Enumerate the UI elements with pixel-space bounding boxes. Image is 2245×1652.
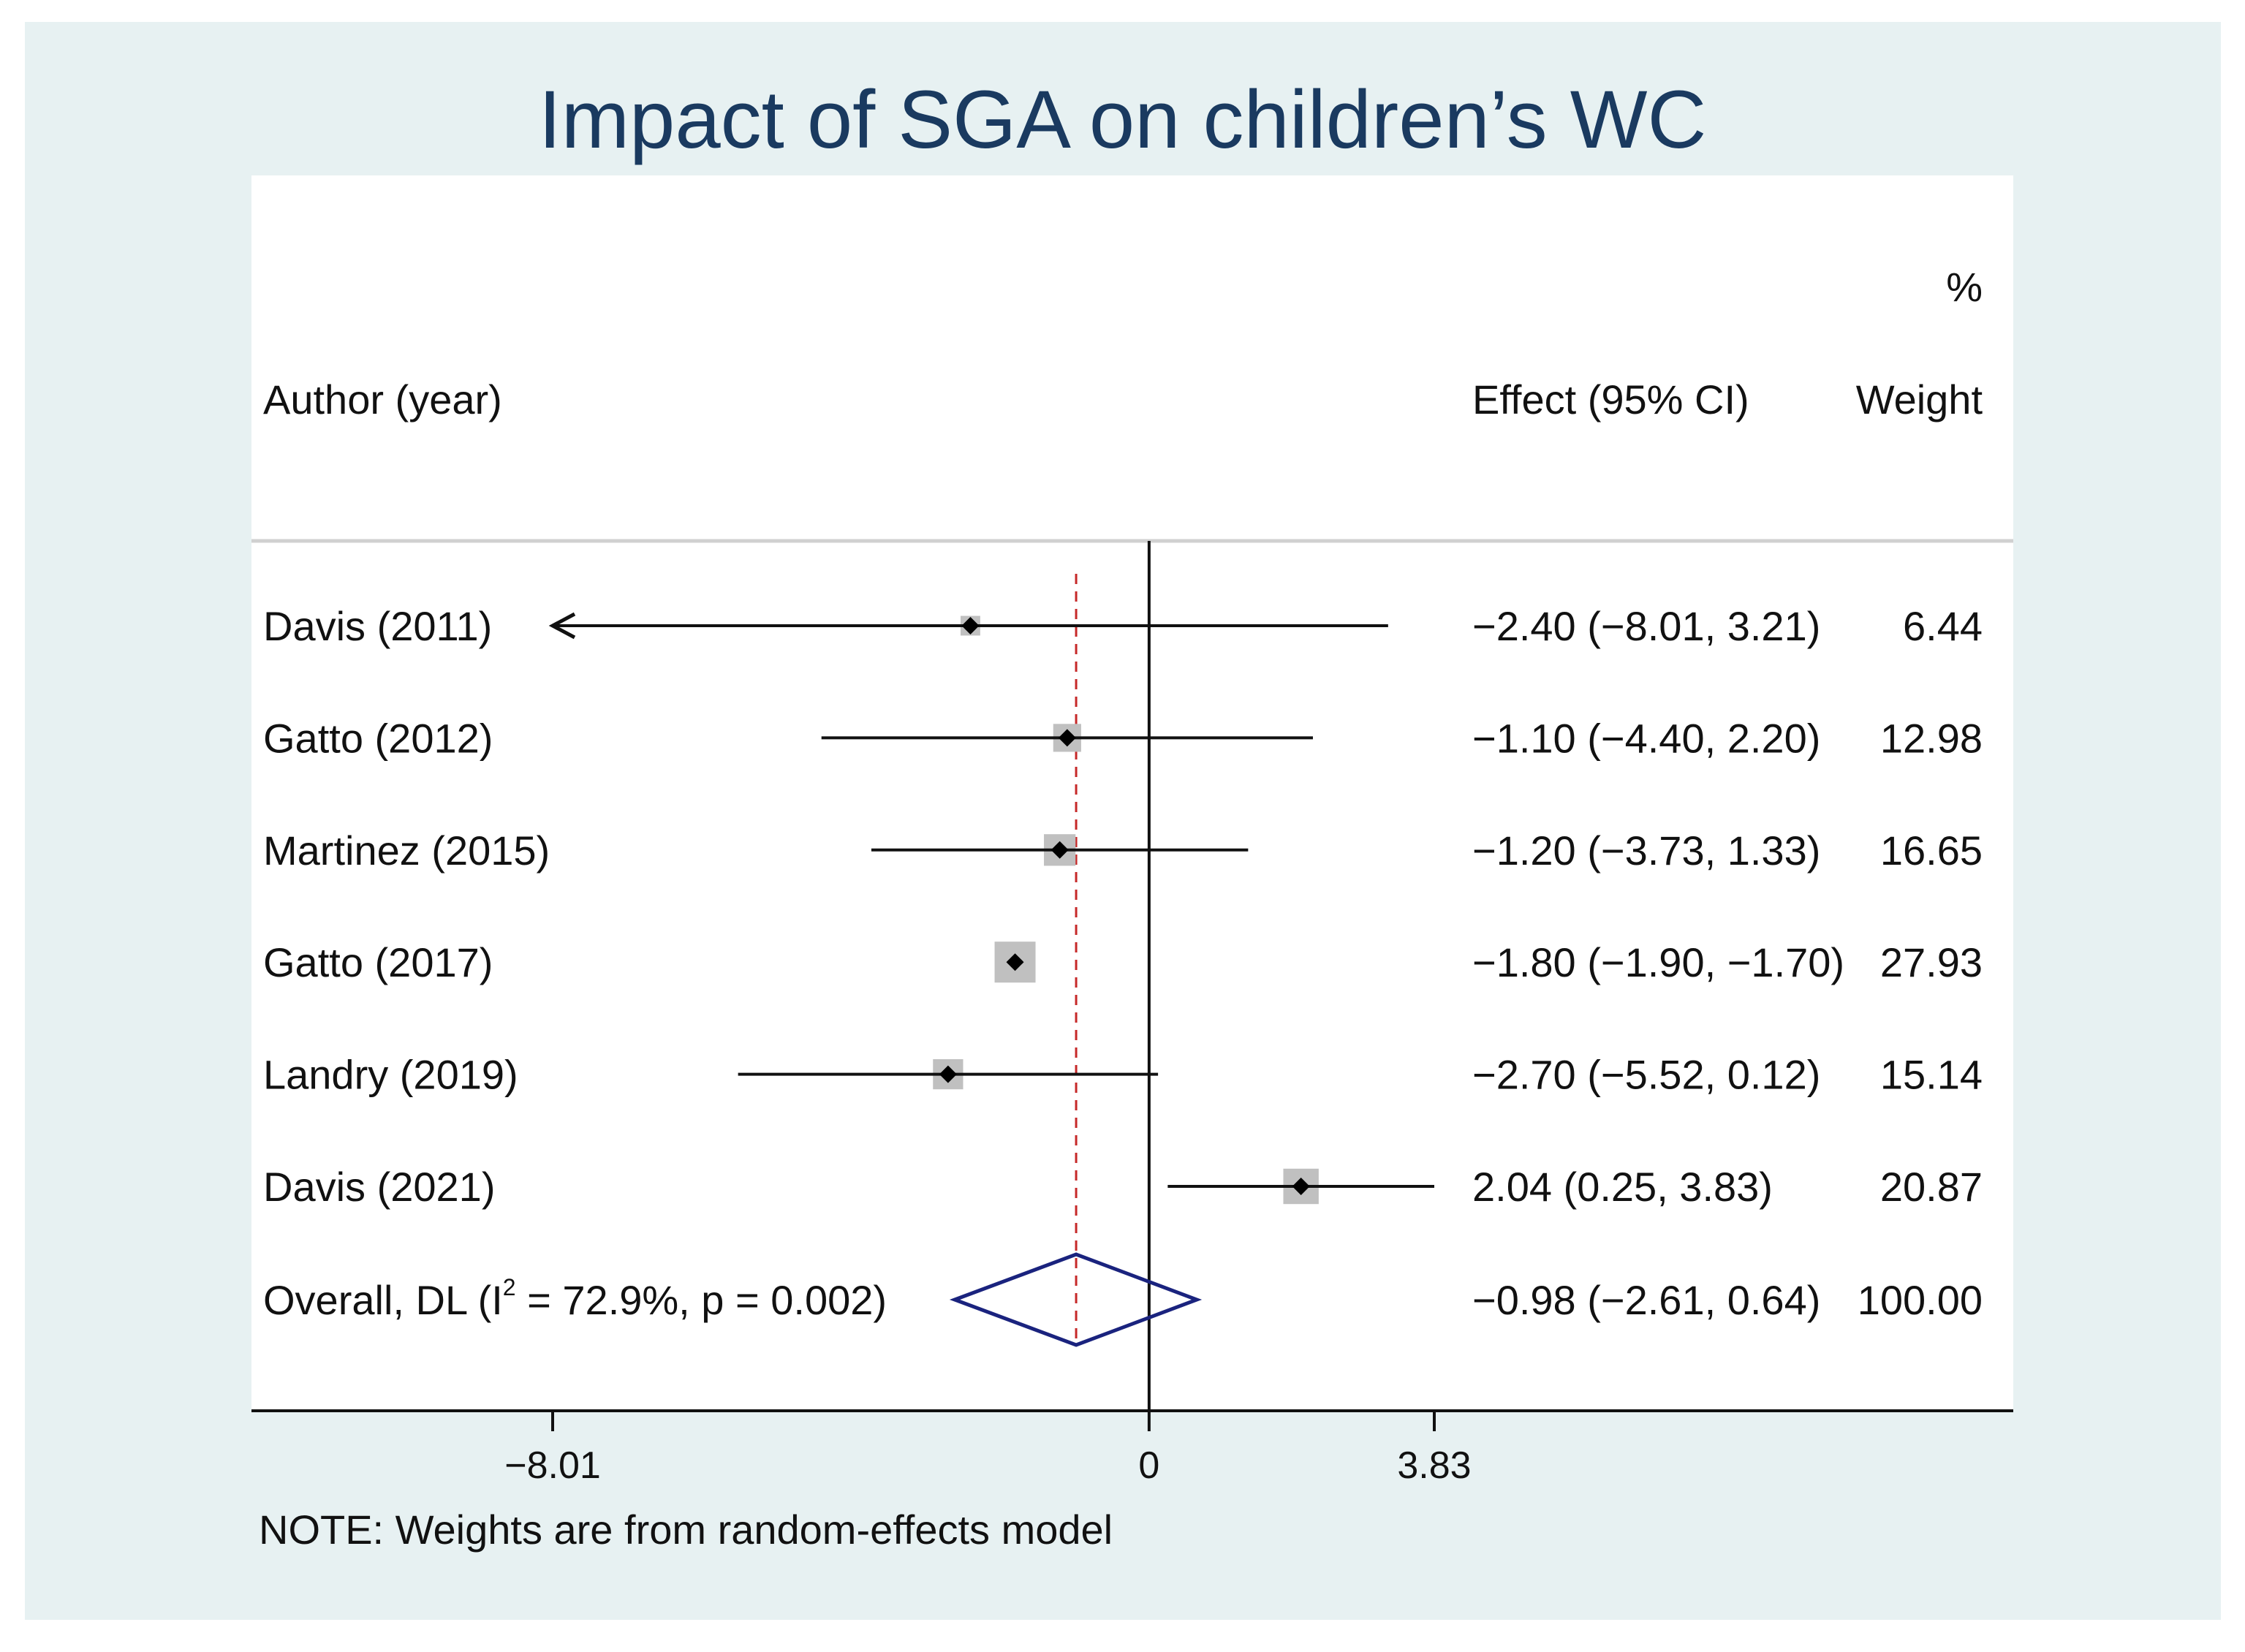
note-text: NOTE: Weights are from random-effects mo… bbox=[259, 1507, 1113, 1553]
chart-title: Impact of SGA on children’s WC bbox=[538, 74, 1707, 165]
study-row: Martinez (2015) −1.20 (−3.73, 1.33) 16.65 bbox=[263, 827, 1983, 874]
x-tick-label: 0 bbox=[1138, 1444, 1159, 1487]
study-row: Landry (2019) −2.70 (−5.52, 0.12) 15.14 bbox=[263, 1052, 1983, 1098]
weight-text: 15.14 bbox=[1880, 1052, 1983, 1098]
effect-ci-text: 2.04 (0.25, 3.83) bbox=[1472, 1164, 1773, 1210]
effect-ci-text: −1.10 (−4.40, 2.20) bbox=[1472, 715, 1820, 761]
point-estimate bbox=[1050, 841, 1069, 859]
study-row: Gatto (2012) −1.10 (−4.40, 2.20) 12.98 bbox=[263, 715, 1983, 761]
x-tick-label: 3.83 bbox=[1397, 1444, 1471, 1487]
plot-region bbox=[251, 175, 2013, 1411]
header-weight-pct: % bbox=[1946, 264, 1983, 310]
study-label: Landry (2019) bbox=[263, 1052, 518, 1098]
point-estimate bbox=[939, 1065, 957, 1083]
study-label: Gatto (2012) bbox=[263, 715, 493, 761]
study-rows: Davis (2011) −2.40 (−8.01, 3.21) 6.44 Gatto… bbox=[263, 603, 1983, 1210]
study-label: Martinez (2015) bbox=[263, 827, 550, 874]
overall-row: Overall, DL (I2 = 72.9%, p = 0.002) −0.9… bbox=[263, 1252, 1983, 1347]
header-effect: Effect (95% CI) bbox=[1472, 376, 1749, 423]
header-study: Author (year) bbox=[263, 376, 502, 423]
study-row: Davis (2011) −2.40 (−8.01, 3.21) 6.44 bbox=[263, 603, 1983, 649]
weight-text: 27.93 bbox=[1880, 939, 1983, 985]
effect-ci-text: −2.40 (−8.01, 3.21) bbox=[1472, 603, 1820, 649]
ci-arrow bbox=[548, 612, 576, 640]
weight-text: 16.65 bbox=[1880, 827, 1983, 874]
x-tick-label: −8.01 bbox=[504, 1444, 601, 1487]
overall-label-suffix: = 72.9%, p = 0.002) bbox=[516, 1277, 887, 1323]
header-weight: Weight bbox=[1856, 376, 1983, 423]
weight-text: 20.87 bbox=[1880, 1164, 1983, 1210]
overall-label: Overall, DL (I2 = 72.9%, p = 0.002) bbox=[263, 1274, 887, 1323]
overall-weight-text: 100.00 bbox=[1858, 1277, 1983, 1323]
effect-ci-text: −1.80 (−1.90, −1.70) bbox=[1472, 939, 1844, 985]
overall-diamond bbox=[949, 1252, 1203, 1347]
point-estimate bbox=[1058, 729, 1076, 747]
overall-label-sup: 2 bbox=[503, 1274, 516, 1300]
study-label: Davis (2021) bbox=[263, 1164, 495, 1210]
effect-ci-text: −1.20 (−3.73, 1.33) bbox=[1472, 827, 1820, 874]
weight-text: 6.44 bbox=[1903, 603, 1983, 649]
study-label: Davis (2011) bbox=[263, 603, 492, 649]
point-estimate bbox=[1006, 953, 1024, 971]
study-row: Gatto (2017) −1.80 (−1.90, −1.70) 27.93 bbox=[263, 939, 1983, 985]
effect-ci-text: −2.70 (−5.52, 0.12) bbox=[1472, 1052, 1820, 1098]
overall-label-prefix: Overall, DL (I bbox=[263, 1277, 503, 1323]
study-label: Gatto (2017) bbox=[263, 939, 493, 985]
point-estimate bbox=[1292, 1178, 1310, 1195]
study-row: Davis (2021) 2.04 (0.25, 3.83) 20.87 bbox=[263, 1164, 1983, 1210]
weight-text: 12.98 bbox=[1880, 715, 1983, 761]
point-estimate bbox=[961, 617, 980, 634]
x-axis-ticks: −8.01 0 3.83 bbox=[504, 1411, 1472, 1487]
overall-ci-text: −0.98 (−2.61, 0.64) bbox=[1472, 1277, 1820, 1323]
